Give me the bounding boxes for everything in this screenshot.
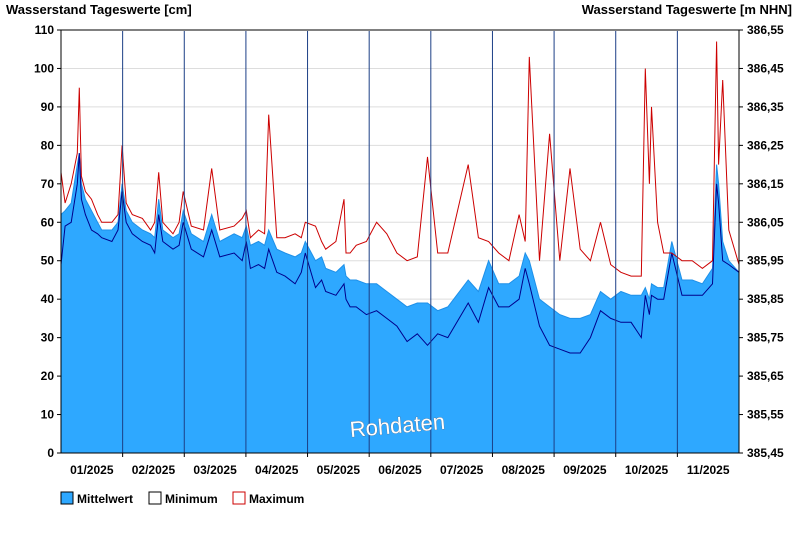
y2-tick-label: 385,65 [747, 369, 784, 383]
legend-item-maximum: Maximum [232, 491, 304, 506]
y-tick-label: 70 [41, 177, 55, 191]
y-tick-label: 110 [35, 23, 55, 37]
x-tick-label: 04/2025 [255, 463, 299, 477]
legend-swatch-maximum [232, 491, 246, 505]
legend-label-minimum: Minimum [165, 492, 218, 506]
legend-item-mean: Mittelwert [60, 491, 133, 506]
x-tick-label: 11/2025 [687, 463, 730, 477]
y2-tick-label: 386,55 [747, 23, 784, 37]
x-tick-label: 10/2025 [625, 463, 669, 477]
y-tick-label: 80 [41, 138, 55, 152]
y2-tick-label: 385,75 [747, 331, 784, 345]
x-tick-label: 01/2025 [70, 463, 114, 477]
x-tick-label: 05/2025 [317, 463, 361, 477]
title-left: Wasserstand Tageswerte [cm] [6, 2, 192, 17]
legend: Mittelwert Minimum Maximum [60, 491, 304, 506]
y2-tick-label: 386,35 [747, 100, 784, 114]
y-tick-label: 60 [41, 215, 55, 229]
x-axis: 01/2025 02/2025 03/2025 04/2025 05/2025 06/20… [70, 453, 730, 477]
y-axis-right: 385,45 385,55 385,65 385,75 385,85 385,95 386,… [739, 23, 784, 460]
y-tick-label: 100 [34, 61, 54, 75]
title-right: Wasserstand Tageswerte [m NHN] [582, 2, 792, 17]
x-tick-label: 06/2025 [378, 463, 422, 477]
legend-swatch-minimum [148, 491, 162, 505]
y2-tick-label: 386,45 [747, 61, 784, 75]
series-marks [60, 41, 740, 454]
x-tick-label: 02/2025 [132, 463, 176, 477]
minimum-line [60, 153, 740, 354]
month-lines [122, 31, 678, 453]
y2-tick-label: 386,15 [747, 177, 784, 191]
y-tick-label: 30 [41, 331, 55, 345]
y2-tick-label: 385,55 [747, 408, 784, 422]
y-tick-label: 20 [41, 369, 55, 383]
x-tick-label: 09/2025 [563, 463, 607, 477]
y-axis-left: 0 10 20 30 40 50 60 70 80 90 100 110 [34, 23, 61, 460]
y2-tick-label: 385,95 [747, 254, 784, 268]
y-tick-label: 50 [41, 254, 55, 268]
y2-tick-label: 386,25 [747, 138, 784, 152]
y2-tick-label: 385,45 [747, 446, 784, 460]
x-tick-label: 03/2025 [193, 463, 237, 477]
x-tick-label: 08/2025 [502, 463, 546, 477]
x-tick-label: 07/2025 [440, 463, 484, 477]
legend-label-maximum: Maximum [249, 492, 304, 506]
plot-frame [60, 29, 740, 454]
legend-swatch-mean [60, 491, 74, 505]
y-tick-label: 40 [41, 292, 55, 306]
y-tick-label: 0 [47, 446, 54, 460]
legend-item-minimum: Minimum [148, 491, 218, 506]
y-tick-label: 10 [41, 408, 55, 422]
y2-tick-label: 385,85 [747, 292, 784, 306]
maximum-line [60, 41, 740, 277]
mean-area [60, 153, 740, 454]
y-tick-label: 90 [41, 100, 55, 114]
y2-tick-label: 386,05 [747, 215, 784, 229]
legend-label-mean: Mittelwert [77, 492, 133, 506]
